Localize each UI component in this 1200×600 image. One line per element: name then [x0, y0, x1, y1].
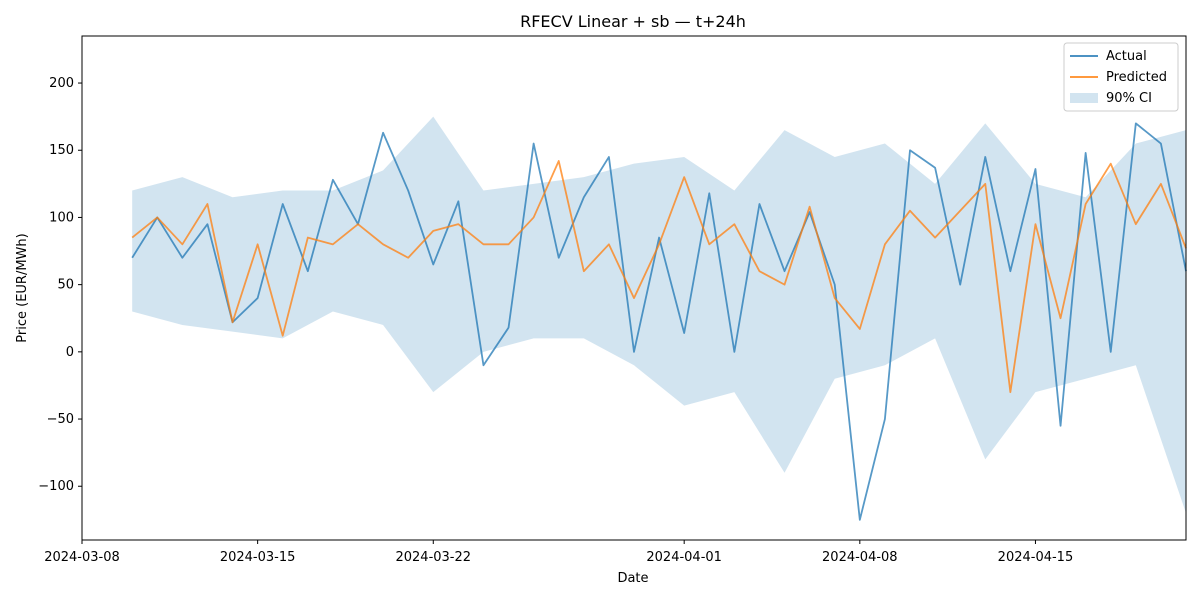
legend-label: 90% CI: [1106, 91, 1152, 106]
legend: Actual Predicted 90% CI: [1063, 42, 1179, 112]
series-line-predicted: [131, 160, 1187, 394]
x-axis-title: Date: [617, 571, 648, 586]
x-tick-label: 2024-03-15: [220, 550, 296, 565]
x-tick-label: 2024-04-15: [998, 550, 1074, 565]
x-tick-label: 2024-03-08: [44, 550, 120, 565]
series-line-actual: [131, 122, 1187, 521]
axes: −100 −50 0 50 100 150 200 2024-03-08 2024-03-15 2…: [38, 76, 1073, 565]
chart-title: RFECV Linear + sb — t+24h: [520, 12, 746, 31]
x-tick-label: 2024-04-01: [646, 550, 722, 565]
x-tick-label: 2024-03-22: [395, 550, 471, 565]
plot-frame: [81, 35, 1187, 541]
y-tick-label: 200: [49, 76, 74, 91]
legend-box: [1063, 42, 1179, 112]
plot-area: [131, 116, 1187, 521]
y-tick-label: −100: [38, 479, 74, 494]
y-tick-label: 100: [49, 210, 74, 225]
y-tick-label: 50: [57, 278, 74, 293]
legend-swatch-ci: [1070, 93, 1098, 103]
x-tick-label: 2024-04-08: [822, 550, 898, 565]
ci-band: [132, 116, 1186, 514]
y-tick-label: −50: [47, 412, 74, 427]
legend-label: Predicted: [1106, 70, 1167, 85]
y-axis-title: Price (EUR/MWh): [15, 233, 30, 342]
y-tick-label: 0: [66, 345, 74, 360]
legend-label: Actual: [1106, 49, 1147, 64]
y-tick-label: 150: [49, 143, 74, 158]
